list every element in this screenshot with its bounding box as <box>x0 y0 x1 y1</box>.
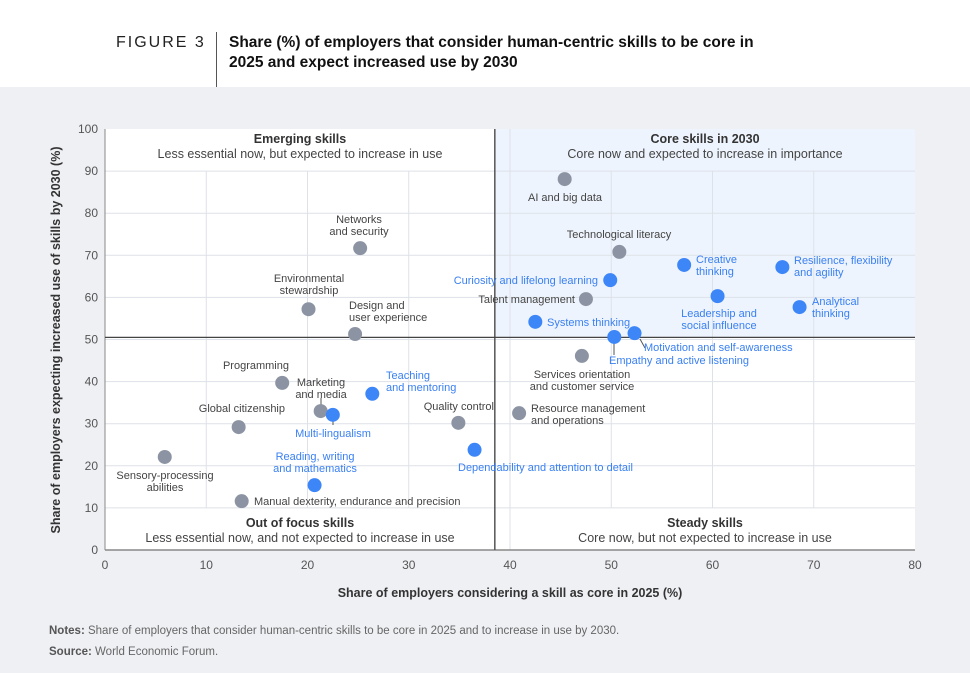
y-tick-label: 90 <box>85 164 99 178</box>
data-point-label: Leadership and social influence <box>681 308 757 332</box>
x-tick-label: 60 <box>706 558 720 572</box>
figure-label: FIGURE 3 <box>116 34 206 51</box>
data-point <box>677 257 692 272</box>
x-axis-title: Share of employers considering a skill a… <box>338 586 683 600</box>
data-point-label: Services orientation and customer service <box>530 369 635 393</box>
x-tick-label: 70 <box>807 558 821 572</box>
x-tick-label: 30 <box>402 558 416 572</box>
data-point-label: Design and user experience <box>349 300 427 324</box>
notes-label: Notes: <box>49 625 85 637</box>
data-point <box>710 289 725 304</box>
data-point <box>348 327 363 342</box>
data-point <box>234 494 249 509</box>
notes-text: Share of employers that consider human-c… <box>87 625 620 637</box>
data-point <box>231 420 246 435</box>
data-point <box>307 478 322 493</box>
figure-header: FIGURE 3 Share (%) of employers that con… <box>0 0 970 87</box>
quadrant-subtitle: Core now, but not expected to increase i… <box>578 531 832 545</box>
y-tick-label: 20 <box>85 459 99 473</box>
data-point-label: Quality control <box>424 401 494 413</box>
data-point-label: Technological literacy <box>567 229 672 241</box>
x-tick-label: 80 <box>908 558 922 572</box>
data-point <box>574 348 589 363</box>
data-point <box>512 406 527 421</box>
x-tick-label: 0 <box>102 558 109 572</box>
x-tick-label: 40 <box>503 558 517 572</box>
quadrant-title: Emerging skills <box>254 132 346 146</box>
x-tick-label: 50 <box>605 558 619 572</box>
data-point <box>301 302 316 317</box>
notes: Notes: Share of employers that consider … <box>49 625 619 637</box>
y-tick-label: 10 <box>85 501 99 515</box>
data-point-label: Creative thinking <box>696 254 737 278</box>
quadrant-title: Steady skills <box>667 516 743 530</box>
data-point <box>275 375 290 390</box>
y-tick-label: 80 <box>85 206 99 220</box>
data-point-label: Networks and security <box>329 214 389 238</box>
source: Source: World Economic Forum. <box>49 646 218 658</box>
y-tick-label: 60 <box>85 290 99 304</box>
data-point <box>467 442 482 457</box>
header-divider <box>216 32 217 87</box>
data-point <box>451 415 466 430</box>
chart-title: Share (%) of employers that consider hum… <box>229 34 754 71</box>
x-tick-label: 20 <box>301 558 315 572</box>
data-point-label: Manual dexterity, endurance and precisio… <box>254 496 460 508</box>
data-point <box>612 244 627 259</box>
data-point-label: Resilience, flexibility and agility <box>794 255 893 279</box>
data-point-label: Empathy and active listening <box>609 355 749 367</box>
data-point <box>557 172 572 187</box>
data-point-label: Talent management <box>478 294 575 306</box>
y-tick-label: 0 <box>91 543 98 557</box>
source-text: World Economic Forum. <box>95 646 219 658</box>
data-point <box>603 273 618 288</box>
source-label: Source: <box>49 646 92 658</box>
y-axis-title: Share of employers expecting increased u… <box>49 147 63 534</box>
quadrant-subtitle: Less essential now, but expected to incr… <box>158 147 443 161</box>
y-tick-label: 40 <box>85 375 99 389</box>
data-point <box>792 300 807 315</box>
y-tick-label: 50 <box>85 333 99 347</box>
data-point-label: AI and big data <box>528 192 603 204</box>
data-point-label: Multi-lingualism <box>295 428 371 440</box>
data-point-label: Teaching and mentoring <box>386 370 456 394</box>
quadrant-title: Out of focus skills <box>246 516 354 530</box>
data-point <box>528 314 543 329</box>
data-point <box>627 326 642 341</box>
data-point-label: Global citizenship <box>199 403 285 415</box>
data-point-label: Sensory-processing abilities <box>116 470 213 494</box>
quadrant-title: Core skills in 2030 <box>650 132 759 146</box>
data-point <box>325 407 340 422</box>
y-tick-label: 30 <box>85 417 99 431</box>
data-point <box>775 260 790 275</box>
data-point-label: Environmental stewardship <box>274 273 344 297</box>
data-point-label: Marketing and media <box>295 377 347 401</box>
data-point <box>353 241 368 256</box>
data-point-label: Resource management and operations <box>531 403 645 427</box>
y-tick-label: 70 <box>85 248 99 262</box>
data-point <box>313 404 328 419</box>
data-point-label: Analytical thinking <box>812 296 859 320</box>
core-quadrant-fill <box>494 129 915 338</box>
data-point-label: Dependability and attention to detail <box>458 462 633 474</box>
data-point-label: Reading, writing and mathematics <box>273 451 357 475</box>
data-point-label: Motivation and self-awareness <box>644 342 793 354</box>
y-tick-label: 100 <box>78 122 98 136</box>
data-point <box>607 329 622 344</box>
data-point <box>365 386 380 401</box>
data-point-label: Curiosity and lifelong learning <box>454 275 598 287</box>
quadrant-subtitle: Core now and expected to increase in imp… <box>567 147 842 161</box>
x-tick-label: 10 <box>200 558 214 572</box>
data-point-label: Systems thinking <box>547 317 630 329</box>
leader-line <box>639 338 646 349</box>
data-point <box>578 292 593 307</box>
quadrant-subtitle: Less essential now, and not expected to … <box>145 531 454 545</box>
data-point-label: Programming <box>223 360 289 372</box>
data-point <box>157 449 172 464</box>
